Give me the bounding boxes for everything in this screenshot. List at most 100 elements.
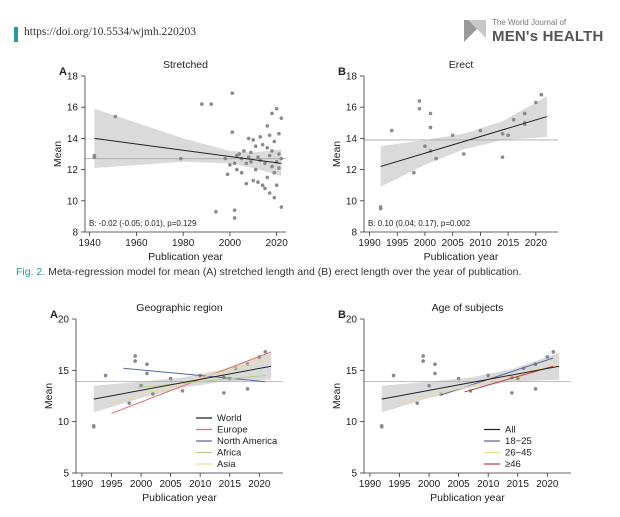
data-point	[389, 128, 394, 133]
data-point	[415, 401, 420, 405]
y-tick-label: 20	[346, 315, 358, 326]
y-tick-label: 8	[72, 228, 78, 239]
journal-logo-icon	[464, 20, 486, 42]
data-point	[253, 144, 258, 148]
data-point	[433, 371, 437, 376]
x-tick-label: 2015	[497, 238, 520, 249]
y-tick-label: 5	[351, 469, 357, 480]
subgroup-line	[123, 367, 266, 383]
plot-group: 5 10 15 20 1990 1995 2000 2005 2010 2015 2020 Geogr…	[43, 302, 283, 504]
x-tick-label: 2000	[219, 238, 242, 249]
data-point	[378, 205, 383, 209]
data-point	[232, 216, 237, 220]
data-point	[133, 359, 137, 363]
figure-caption-text: Meta-regression model for mean (A) stret…	[48, 266, 522, 278]
regression-line	[380, 116, 548, 167]
x-tick-label: 1995	[100, 479, 123, 490]
data-point	[539, 92, 544, 97]
data-point	[232, 161, 237, 166]
data-point	[92, 155, 97, 159]
data-point	[263, 186, 267, 191]
data-point	[478, 128, 483, 133]
data-point	[277, 152, 281, 156]
y-tick-label: 12	[67, 165, 79, 176]
y-axis-label: Mean	[43, 383, 55, 409]
legend-label: 18−25	[505, 436, 532, 447]
x-tick-label: 2020	[248, 479, 271, 490]
data-point	[511, 117, 516, 122]
figure-label: Fig. 2.	[16, 266, 46, 278]
regression-line	[381, 365, 560, 400]
data-point	[179, 156, 183, 161]
x-tick-label: 1960	[125, 238, 148, 249]
data-point	[200, 102, 204, 106]
data-point	[263, 350, 268, 354]
data-point	[267, 191, 272, 195]
data-point	[533, 387, 538, 391]
x-tick-label: 2000	[418, 479, 441, 490]
data-point	[277, 131, 281, 136]
y-tick-label: 10	[346, 417, 358, 428]
data-point	[251, 138, 256, 142]
data-point	[551, 350, 556, 354]
data-point	[379, 423, 384, 428]
x-tick-label: 1990	[359, 479, 382, 490]
data-point	[151, 392, 155, 396]
data-point	[433, 362, 437, 366]
data-point	[246, 136, 251, 141]
y-tick-label: 20	[58, 315, 70, 326]
x-tick-label: 1940	[79, 238, 102, 249]
data-point	[244, 161, 249, 166]
y-axis-label: Mean	[331, 383, 343, 409]
y-tick-label: 18	[346, 72, 358, 83]
x-tick-label: 1995	[388, 479, 411, 490]
doi-link[interactable]: https://doi.org/10.5534/wjmh.220203	[24, 26, 196, 38]
y-tick-label: 15	[58, 366, 70, 377]
plot-group: 5 10 15 20 1990 1995 2000 2005 2010 2015 2020 Age o…	[331, 302, 571, 504]
x-axis-label: Publication year	[424, 251, 499, 263]
y-tick-label: 14	[67, 134, 79, 145]
y-tick-label: 16	[67, 103, 79, 114]
data-point	[428, 125, 433, 130]
x-tick-label: 1990	[358, 238, 381, 249]
data-point	[223, 156, 228, 161]
data-point	[244, 181, 249, 186]
data-point	[237, 152, 242, 156]
figure-caption: Fig. 2. Meta-regression model for mean (…	[16, 266, 521, 278]
y-tick-label: 10	[346, 196, 358, 207]
data-point	[145, 371, 149, 376]
y-tick-label: 10	[67, 196, 79, 207]
data-point	[209, 102, 214, 106]
data-point	[103, 373, 108, 378]
data-point	[515, 376, 520, 381]
data-point	[417, 99, 422, 103]
data-point	[412, 170, 416, 175]
x-axis-label: Publication year	[142, 492, 217, 504]
regression-line	[94, 137, 282, 164]
data-point	[168, 376, 173, 381]
chart-title: Erect	[449, 59, 474, 71]
data-point	[265, 175, 270, 180]
plot-group: 8 10 12 14 16 18 1990 1995 2000 2005 2010 2015 2020 E…	[331, 59, 558, 263]
data-point	[133, 354, 137, 358]
x-tick-label: 2020	[525, 238, 548, 249]
legend-label: ≥46	[505, 459, 521, 470]
x-axis-label: Publication year	[430, 492, 505, 504]
panel-letter: B	[338, 309, 346, 321]
legend-label: Europe	[217, 425, 248, 436]
journal-name-big: MEN's HEALTH	[492, 28, 604, 45]
legend-label: North America	[217, 436, 278, 447]
x-tick-label: 2010	[469, 238, 492, 249]
data-point	[145, 362, 149, 366]
data-point	[246, 155, 251, 159]
subgroup-line	[135, 374, 266, 389]
data-point	[545, 355, 550, 359]
data-point	[272, 195, 277, 200]
data-point	[534, 100, 538, 105]
legend-label: Africa	[217, 448, 242, 459]
data-point	[500, 155, 505, 159]
data-point	[91, 423, 96, 428]
panel-letter: A	[59, 66, 67, 78]
